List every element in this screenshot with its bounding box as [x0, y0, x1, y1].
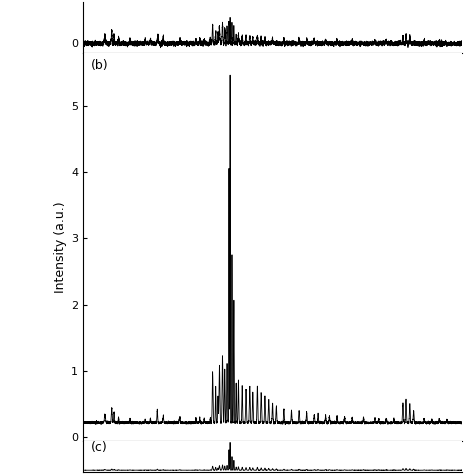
Text: (b): (b): [91, 59, 108, 72]
Y-axis label: Intensity (a.u.): Intensity (a.u.): [54, 201, 67, 292]
Text: (c): (c): [91, 441, 107, 454]
